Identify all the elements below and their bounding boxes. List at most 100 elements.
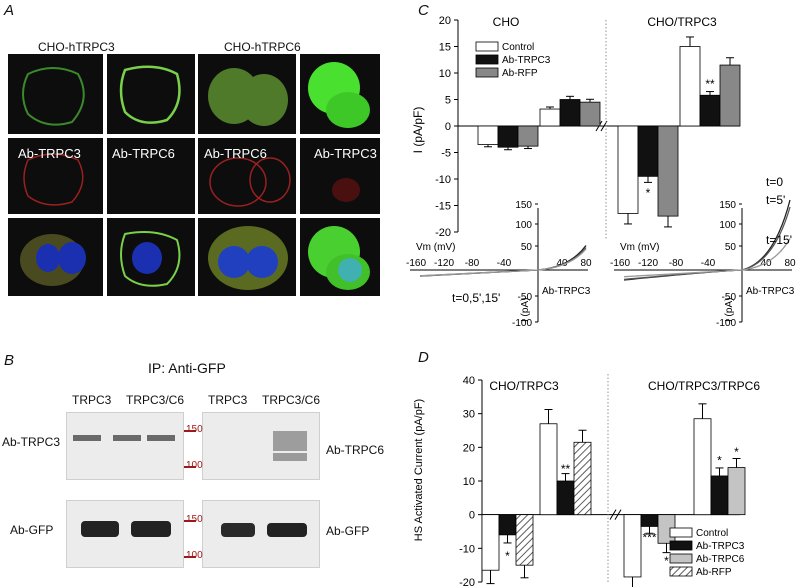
d-legend-swatch [669, 553, 693, 564]
chart-panel-d: HS Activated Current (pA/pF) -20 -10 0 10 20… [413, 374, 760, 587]
d-y-tick-label: 40 [463, 375, 475, 387]
blot-label-ab-gfp-left: Ab-GFP [10, 523, 54, 537]
c-y-tick-label: 20 [439, 15, 451, 27]
marker-line-100-bottom [184, 556, 196, 558]
micrograph-gfp-trpc3-b [107, 54, 195, 134]
c-y-tick-label: -15 [435, 201, 451, 213]
micrograph-merge-3 [198, 218, 296, 296]
c-inset-left-x-tick-label: 40 [556, 258, 568, 269]
d-bar-inward [498, 514, 517, 536]
c-legend-swatch [475, 54, 499, 65]
d-significance: * [664, 554, 669, 568]
lane-label-3: TRPC3 [208, 393, 248, 407]
c-inset-left-y-tick-label: -100 [512, 318, 532, 329]
d-bar-inward [515, 514, 534, 566]
c-bar-outward [699, 94, 721, 127]
c-inset-right-y-axis-label: I (pA) [724, 298, 735, 322]
row-label-ab-trpc6-left: Ab-TRPC6 [112, 146, 175, 161]
d-group-label-cho-trpc3: CHO/TRPC3 [489, 379, 559, 393]
c-inset-left-x-tick-label: 80 [580, 258, 592, 269]
micrograph-gfp-trpc6-a [198, 54, 296, 134]
c-bar-outward [679, 46, 701, 127]
c-y-tick-label: 15 [439, 42, 451, 54]
c-inset-left-x-tick-label: -120 [434, 258, 454, 269]
d-axis-break [609, 509, 617, 520]
blot-gfp-left [66, 500, 184, 568]
micrograph-merge-2 [107, 218, 195, 296]
d-bar-outward [573, 441, 592, 516]
c-bar-inward [637, 125, 659, 177]
c-inset-right-y-tick-label: 100 [719, 220, 736, 231]
blot-label-ab-gfp-right: Ab-GFP [326, 524, 370, 538]
d-bar-outward [539, 423, 558, 516]
row-label-ab-trpc3-left: Ab-TRPC3 [18, 146, 81, 161]
c-inset-right-y-tick-label: 150 [719, 200, 736, 211]
panel-label-b: B [4, 352, 15, 369]
d-legend-swatch [669, 540, 693, 551]
d-significance: * [734, 445, 739, 459]
c-inset-right-x-tick-label: -120 [638, 258, 658, 269]
panel-label-d: D [418, 349, 429, 366]
c-legend-label: Control [502, 42, 534, 53]
blot-gfp-right [202, 500, 320, 568]
d-legend-label: Ab-TRPC3 [696, 541, 745, 552]
panel-label-c: C [418, 2, 429, 19]
c-inset-left-y-tick-label: 150 [515, 200, 532, 211]
d-legend-label: Ab-RFP [696, 567, 732, 578]
micrograph-red-trpc6-b [198, 138, 296, 214]
c-inset-right-x-tick-label: -40 [701, 258, 716, 269]
c-inset-right-y-tick-label: -100 [716, 318, 736, 329]
d-significance: *** [642, 531, 656, 545]
blot-label-ab-trpc6: Ab-TRPC6 [326, 443, 385, 457]
c-inset-time-label: t=0 [766, 175, 783, 189]
d-y-axis-label: HS Activated Current (pA/pF) [413, 399, 425, 541]
lane-label-2: TRPC3/C6 [126, 393, 185, 407]
panel-label-a: A [4, 2, 15, 19]
d-legend-swatch [669, 527, 693, 538]
c-inset-left-x-axis-label: Vm (mV) [416, 242, 455, 253]
d-legend-label: Ab-TRPC6 [696, 554, 745, 565]
c-inset-left-y-tick-label: -50 [518, 292, 533, 303]
c-inset-time-label: t=15' [766, 233, 792, 247]
marker-100-bottom: 100 [186, 550, 203, 561]
panel-a-column-title-1: CHO-hTRPC3 [38, 40, 115, 54]
d-bar-inward [481, 514, 500, 571]
d-bar-inward [623, 514, 642, 578]
c-inset-left-x-tick-label: -40 [497, 258, 512, 269]
c-inset-right-x-tick-label: 40 [760, 258, 772, 269]
c-y-tick-label: 10 [439, 68, 451, 80]
c-inset-right-x-tick-label: 80 [784, 258, 796, 269]
c-inset-left-x-tick-label: -160 [406, 258, 426, 269]
blot-trpc3-left [66, 412, 184, 480]
lane-label-4: TRPC3/C6 [262, 393, 321, 407]
micrograph-red-trpc3-b [300, 138, 380, 214]
c-inset-right-x-axis-label: Vm (mV) [620, 242, 659, 253]
marker-line-100-top [184, 466, 196, 468]
row-label-ab-trpc3-right: Ab-TRPC3 [314, 146, 377, 161]
c-y-axis-label: I (pA/pF) [411, 107, 425, 154]
c-inset-left-y-tick-label: 100 [515, 220, 532, 231]
c-bar-outward [579, 101, 601, 127]
c-inset-left-y-axis-label: I (pA) [520, 298, 531, 322]
d-group-label-cho-trpc3-trpc6: CHO/TRPC3/TRPC6 [648, 379, 760, 393]
d-y-tick-label: 0 [469, 510, 475, 522]
c-bar-outward [719, 64, 741, 127]
c-inset-time-label: t=5' [766, 193, 785, 207]
c-bar-inward [517, 125, 539, 147]
d-significance: * [717, 454, 722, 468]
c-bar-inward [657, 125, 679, 217]
c-bar-inward [617, 125, 639, 214]
marker-150-top: 150 [186, 424, 203, 435]
marker-150-bottom: 150 [186, 514, 203, 525]
c-legend-label: Ab-TRPC3 [502, 55, 551, 66]
c-group-label-cho-trpc3: CHO/TRPC3 [647, 15, 717, 29]
c-inset-left-x-tick-label: -80 [465, 258, 480, 269]
d-y-tick-label: 20 [463, 442, 475, 454]
blot-trpc6-right [202, 412, 320, 480]
marker-100-top: 100 [186, 460, 203, 471]
micrograph-merge-1 [8, 218, 103, 296]
marker-line-150-top [184, 430, 196, 432]
d-y-tick-label: -20 [459, 577, 475, 587]
c-inset-left-trace-label: Ab-TRPC3 [542, 286, 591, 297]
